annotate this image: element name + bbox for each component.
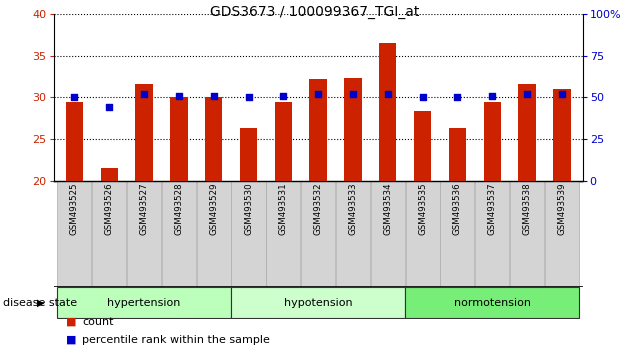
Text: hypertension: hypertension xyxy=(107,298,181,308)
Bar xyxy=(66,102,83,181)
Point xyxy=(487,93,497,98)
Text: GSM493535: GSM493535 xyxy=(418,183,427,235)
Text: GDS3673 / 100099367_TGI_at: GDS3673 / 100099367_TGI_at xyxy=(210,5,420,19)
Bar xyxy=(205,97,222,181)
Text: GSM493527: GSM493527 xyxy=(140,183,149,235)
Text: percentile rank within the sample: percentile rank within the sample xyxy=(82,335,270,345)
Bar xyxy=(275,102,292,181)
FancyBboxPatch shape xyxy=(57,287,231,318)
Text: GSM493536: GSM493536 xyxy=(453,183,462,235)
Text: GSM493538: GSM493538 xyxy=(522,183,532,235)
Bar xyxy=(197,181,231,287)
Text: ▶: ▶ xyxy=(37,298,44,308)
Text: GSM493534: GSM493534 xyxy=(383,183,392,235)
Point xyxy=(452,95,462,100)
Text: ■: ■ xyxy=(66,335,77,345)
Bar xyxy=(414,112,432,181)
Bar xyxy=(92,181,126,287)
Text: normotension: normotension xyxy=(454,298,530,308)
Text: GSM493525: GSM493525 xyxy=(70,183,79,235)
Bar xyxy=(127,181,161,287)
Text: GSM493530: GSM493530 xyxy=(244,183,253,235)
Point xyxy=(139,91,149,97)
Point xyxy=(278,93,289,98)
Point xyxy=(418,95,428,100)
Text: GSM493537: GSM493537 xyxy=(488,183,496,235)
Point xyxy=(522,91,532,97)
Bar xyxy=(170,97,188,181)
Text: GSM493531: GSM493531 xyxy=(279,183,288,235)
Bar xyxy=(518,84,536,181)
Bar xyxy=(449,128,466,181)
Text: hypotension: hypotension xyxy=(284,298,352,308)
Text: GSM493526: GSM493526 xyxy=(105,183,114,235)
Bar xyxy=(240,128,257,181)
Point xyxy=(69,95,79,100)
FancyBboxPatch shape xyxy=(231,287,405,318)
Point xyxy=(383,91,393,97)
Bar xyxy=(57,181,91,287)
Bar xyxy=(162,181,196,287)
Bar xyxy=(510,181,544,287)
Text: ■: ■ xyxy=(66,317,77,327)
FancyBboxPatch shape xyxy=(405,287,579,318)
Text: count: count xyxy=(82,317,113,327)
Point xyxy=(313,91,323,97)
Bar xyxy=(135,84,153,181)
Bar xyxy=(370,181,405,287)
Bar xyxy=(301,181,335,287)
Text: GSM493529: GSM493529 xyxy=(209,183,218,235)
Text: GSM493539: GSM493539 xyxy=(558,183,566,235)
Text: GSM493528: GSM493528 xyxy=(175,183,183,235)
Point xyxy=(209,93,219,98)
Point xyxy=(104,104,114,110)
Text: GSM493533: GSM493533 xyxy=(348,183,357,235)
Bar xyxy=(344,78,362,181)
Bar xyxy=(266,181,301,287)
Bar xyxy=(309,79,327,181)
Bar xyxy=(545,181,579,287)
Bar xyxy=(336,181,370,287)
Text: disease state: disease state xyxy=(3,298,77,308)
Point xyxy=(348,91,358,97)
Point xyxy=(557,91,567,97)
Bar xyxy=(553,89,571,181)
Bar xyxy=(379,43,396,181)
Bar xyxy=(406,181,440,287)
Bar xyxy=(231,181,266,287)
Bar xyxy=(484,102,501,181)
Text: GSM493532: GSM493532 xyxy=(314,183,323,235)
Bar xyxy=(475,181,509,287)
Point xyxy=(243,95,253,100)
Point xyxy=(174,93,184,98)
Bar xyxy=(101,168,118,181)
Bar xyxy=(440,181,474,287)
